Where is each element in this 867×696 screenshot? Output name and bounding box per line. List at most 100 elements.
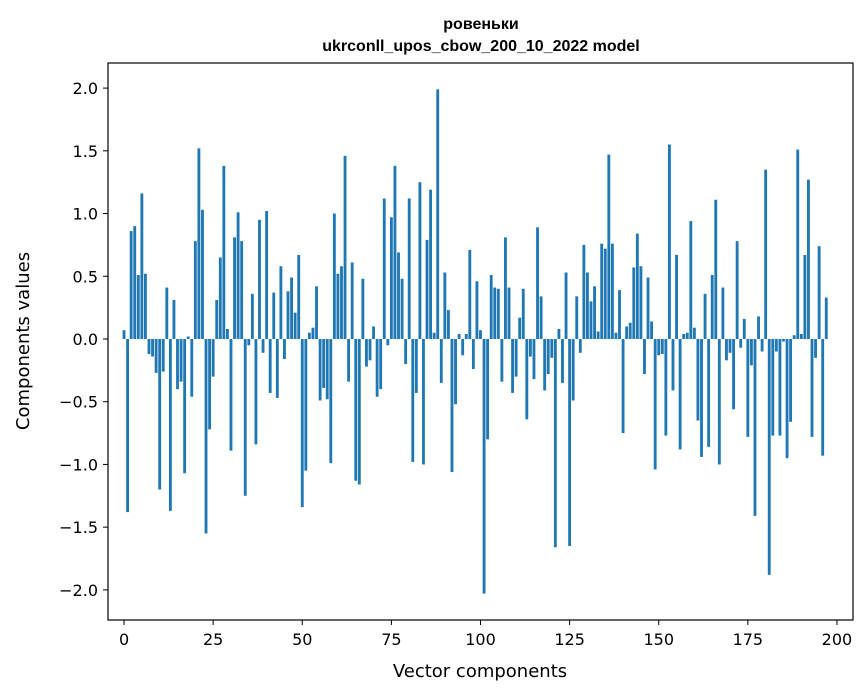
bar	[500, 338, 504, 382]
bar	[193, 241, 197, 339]
bar	[436, 89, 440, 339]
bar	[632, 267, 636, 339]
bar	[129, 231, 133, 339]
bar	[660, 338, 664, 355]
bar	[432, 332, 436, 339]
bar	[696, 338, 700, 421]
bar	[357, 338, 361, 485]
bar	[518, 317, 522, 339]
bar	[386, 338, 390, 346]
bar	[411, 338, 415, 462]
x-tick-label: 25	[203, 630, 223, 649]
bar	[664, 338, 668, 436]
bar	[126, 338, 130, 513]
bar	[764, 169, 768, 339]
bar	[140, 193, 144, 339]
bar	[183, 338, 187, 474]
bar	[197, 148, 201, 339]
x-tick-label: 125	[554, 630, 585, 649]
bar	[258, 219, 261, 339]
bar	[671, 338, 675, 391]
bar	[635, 233, 639, 339]
bar	[318, 338, 322, 401]
bar	[422, 338, 425, 465]
bar	[646, 277, 650, 339]
bar	[799, 333, 803, 339]
bar	[514, 338, 518, 377]
bar	[368, 338, 372, 361]
bar	[725, 338, 728, 361]
bar	[204, 338, 208, 534]
bar	[315, 286, 318, 339]
bar	[457, 333, 461, 339]
bar	[778, 338, 782, 436]
bar	[136, 275, 140, 339]
bar	[272, 292, 276, 339]
bar	[208, 338, 212, 430]
bar	[814, 338, 817, 358]
bar	[639, 266, 643, 339]
bar	[767, 338, 771, 575]
bar	[479, 330, 482, 339]
x-tick-label: 175	[733, 630, 764, 649]
bar	[329, 338, 333, 464]
bar	[528, 338, 532, 357]
bar	[261, 338, 265, 353]
x-tick-label: 75	[381, 630, 401, 649]
bar	[721, 287, 725, 339]
chart-title: ровеньки	[443, 16, 518, 33]
y-axis-ticks: −2.0 −1.5 −1.0 −0.5 0.0 0.5 1.0 1.5 2.0	[59, 79, 108, 600]
bar	[603, 248, 607, 339]
bar	[222, 165, 226, 339]
bar	[678, 338, 682, 450]
bar	[496, 288, 500, 339]
bar	[692, 327, 696, 339]
bar	[236, 212, 240, 339]
bar	[607, 154, 611, 339]
bar	[325, 338, 329, 400]
bar	[475, 281, 479, 339]
bar	[389, 217, 393, 339]
bar	[796, 149, 800, 339]
bar	[728, 338, 732, 353]
bar	[614, 332, 618, 339]
bar	[450, 338, 454, 472]
bar	[735, 241, 739, 339]
bar	[582, 244, 586, 339]
bar	[792, 335, 796, 339]
bar	[172, 300, 176, 339]
bar	[657, 338, 661, 356]
bar	[575, 296, 579, 339]
bar	[600, 243, 604, 339]
bar	[247, 338, 251, 346]
bar	[297, 254, 301, 339]
bar	[439, 338, 443, 383]
bar	[240, 241, 244, 339]
bar	[144, 273, 147, 339]
bar	[400, 278, 404, 339]
bar	[365, 338, 368, 367]
x-tick-label: 0	[119, 630, 129, 649]
bar	[789, 338, 793, 422]
x-tick-label: 150	[643, 630, 674, 649]
bar	[254, 338, 258, 445]
bar	[561, 338, 564, 383]
bar	[625, 326, 629, 339]
bar	[461, 338, 465, 356]
bar	[650, 321, 654, 339]
bar	[372, 326, 375, 339]
bar	[471, 338, 475, 370]
bar	[286, 291, 290, 339]
bar	[375, 338, 379, 397]
bar	[504, 237, 507, 339]
bar	[742, 318, 746, 339]
bar	[382, 198, 386, 339]
bar	[578, 338, 582, 353]
y-tick-label: −2.0	[59, 581, 98, 600]
bar	[618, 290, 621, 339]
bar	[525, 338, 529, 420]
bar	[782, 338, 785, 342]
y-tick-label: 2.0	[73, 79, 98, 98]
bar	[211, 338, 215, 377]
bar	[468, 249, 472, 339]
